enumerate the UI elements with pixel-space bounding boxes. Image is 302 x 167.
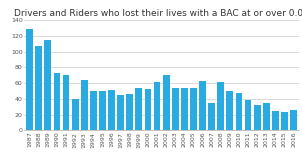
Bar: [272, 111, 279, 130]
Bar: [135, 88, 142, 130]
Bar: [72, 99, 79, 130]
Bar: [63, 75, 69, 130]
Bar: [236, 93, 242, 130]
Bar: [126, 94, 133, 130]
Bar: [99, 91, 106, 130]
Bar: [254, 105, 261, 130]
Bar: [181, 88, 188, 130]
Bar: [172, 88, 178, 130]
Bar: [117, 95, 124, 130]
Bar: [281, 112, 288, 130]
Bar: [290, 110, 297, 130]
Bar: [35, 46, 42, 130]
Bar: [208, 103, 215, 130]
Bar: [263, 103, 270, 130]
Bar: [154, 82, 160, 130]
Bar: [81, 80, 88, 130]
Bar: [199, 81, 206, 130]
Bar: [90, 91, 97, 130]
Bar: [163, 75, 169, 130]
Bar: [190, 88, 197, 130]
Bar: [226, 91, 233, 130]
Bar: [44, 40, 51, 130]
Bar: [26, 30, 33, 130]
Bar: [245, 100, 252, 130]
Bar: [217, 82, 224, 130]
Title: Drivers and Riders who lost their lives with a BAC at or over 0.05: Drivers and Riders who lost their lives …: [14, 9, 302, 18]
Bar: [108, 90, 115, 130]
Bar: [53, 73, 60, 130]
Bar: [145, 89, 151, 130]
